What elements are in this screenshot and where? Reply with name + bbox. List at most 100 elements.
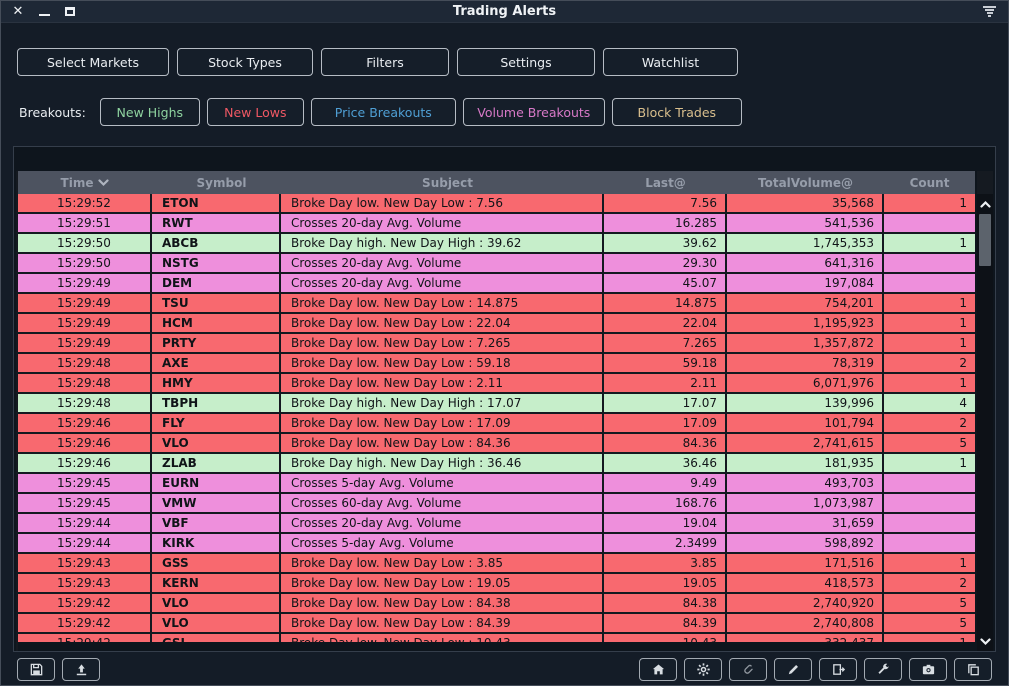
cell-volume: 418,573 (727, 574, 884, 592)
copy-button[interactable] (954, 658, 992, 681)
scroll-down-button[interactable] (977, 632, 993, 651)
cell-count (884, 254, 975, 272)
select-markets-button[interactable]: Select Markets (17, 48, 169, 76)
scroll-up-button[interactable] (977, 194, 993, 213)
pencil-icon (786, 662, 801, 677)
table-row[interactable]: 15:29:51 RWT Crosses 20-day Avg. Volume … (18, 214, 975, 234)
table-row[interactable]: 15:29:45 VMW Crosses 60-day Avg. Volume … (18, 494, 975, 514)
alerts-panel: Time Symbol Subject Last@ TotalVolume@ C… (13, 146, 996, 652)
cell-subject: Broke Day high. New Day High : 36.46 (281, 454, 604, 472)
cell-symbol: AXE (152, 354, 281, 372)
cell-last: 36.46 (604, 454, 727, 472)
table-row[interactable]: 15:29:44 VBF Crosses 20-day Avg. Volume … (18, 514, 975, 534)
attach-button[interactable] (729, 658, 767, 681)
table-row[interactable]: 15:29:50 ABCB Broke Day high. New Day Hi… (18, 234, 975, 254)
window-title: Trading Alerts (1, 4, 1008, 19)
home-button[interactable] (639, 658, 677, 681)
table-row[interactable]: 15:29:45 EURN Crosses 5-day Avg. Volume … (18, 474, 975, 494)
cell-count (884, 494, 975, 512)
vertical-scrollbar[interactable] (977, 171, 993, 651)
filter-menu-button[interactable] (981, 4, 998, 19)
cell-volume: 101,794 (727, 414, 884, 432)
upload-button[interactable] (62, 658, 100, 681)
cell-count: 1 (884, 314, 975, 332)
scrollbar-track[interactable] (977, 266, 993, 632)
cell-volume: 78,319 (727, 354, 884, 372)
screenshot-button[interactable] (909, 658, 947, 681)
column-header-last[interactable]: Last@ (604, 171, 727, 194)
cell-volume: 31,659 (727, 514, 884, 532)
cell-count: 2 (884, 354, 975, 372)
price-breakouts-button[interactable]: Price Breakouts (311, 98, 456, 126)
tools-button[interactable] (864, 658, 902, 681)
table-row[interactable]: 15:29:43 KERN Broke Day low. New Day Low… (18, 574, 975, 594)
cell-time: 15:29:42 (18, 634, 152, 642)
table-row[interactable]: 15:29:42 GSL Broke Day low. New Day Low … (18, 634, 975, 642)
table-row[interactable]: 15:29:52 ETON Broke Day low. New Day Low… (18, 194, 975, 214)
cell-volume: 181,935 (727, 454, 884, 472)
cell-time: 15:29:49 (18, 274, 152, 292)
copy-icon (966, 662, 981, 677)
cell-volume: 35,568 (727, 194, 884, 212)
save-button[interactable] (17, 658, 55, 681)
cell-last: 2.11 (604, 374, 727, 392)
stock-types-button[interactable]: Stock Types (177, 48, 313, 76)
cell-time: 15:29:48 (18, 394, 152, 412)
cell-count: 1 (884, 234, 975, 252)
new-lows-button[interactable]: New Lows (207, 98, 304, 126)
minimize-button[interactable] (37, 5, 51, 19)
upload-icon (74, 662, 89, 677)
table-row[interactable]: 15:29:46 FLY Broke Day low. New Day Low … (18, 414, 975, 434)
new-highs-button[interactable]: New Highs (100, 98, 200, 126)
column-header-subject[interactable]: Subject (281, 171, 604, 194)
edit-button[interactable] (774, 658, 812, 681)
table-row[interactable]: 15:29:46 ZLAB Broke Day high. New Day Hi… (18, 454, 975, 474)
cell-symbol: ABCB (152, 234, 281, 252)
cell-subject: Broke Day low. New Day Low : 59.18 (281, 354, 604, 372)
block-trades-button[interactable]: Block Trades (612, 98, 742, 126)
cell-last: 3.85 (604, 554, 727, 572)
scrollbar-thumb[interactable] (979, 214, 991, 266)
cell-last: 14.875 (604, 294, 727, 312)
cell-count: 2 (884, 414, 975, 432)
close-button[interactable]: ✕ (11, 5, 25, 19)
filters-button[interactable]: Filters (321, 48, 449, 76)
cell-count: 5 (884, 594, 975, 612)
cell-last: 19.04 (604, 514, 727, 532)
exit-icon (831, 662, 846, 677)
table-row[interactable]: 15:29:49 DEM Crosses 20-day Avg. Volume … (18, 274, 975, 294)
table-row[interactable]: 15:29:48 AXE Broke Day low. New Day Low … (18, 354, 975, 374)
cell-volume: 1,195,923 (727, 314, 884, 332)
export-button[interactable] (819, 658, 857, 681)
cell-time: 15:29:44 (18, 534, 152, 552)
column-header-symbol[interactable]: Symbol (152, 171, 281, 194)
cell-symbol: RWT (152, 214, 281, 232)
column-header-time[interactable]: Time (18, 171, 152, 194)
cell-last: 19.05 (604, 574, 727, 592)
table-row[interactable]: 15:29:50 NSTG Crosses 20-day Avg. Volume… (18, 254, 975, 274)
table-row[interactable]: 15:29:44 KIRK Crosses 5-day Avg. Volume … (18, 534, 975, 554)
table-row[interactable]: 15:29:49 PRTY Broke Day low. New Day Low… (18, 334, 975, 354)
column-header-totalvolume[interactable]: TotalVolume@ (727, 171, 884, 194)
table-row[interactable]: 15:29:49 TSU Broke Day low. New Day Low … (18, 294, 975, 314)
maximize-button[interactable] (63, 5, 77, 19)
watchlist-button[interactable]: Watchlist (603, 48, 738, 76)
table-row[interactable]: 15:29:48 HMY Broke Day low. New Day Low … (18, 374, 975, 394)
cell-time: 15:29:42 (18, 594, 152, 612)
table-row[interactable]: 15:29:43 GSS Broke Day low. New Day Low … (18, 554, 975, 574)
cell-time: 15:29:42 (18, 614, 152, 632)
volume-breakouts-button[interactable]: Volume Breakouts (463, 98, 605, 126)
gear-button[interactable] (684, 658, 722, 681)
settings-button[interactable]: Settings (457, 48, 595, 76)
cell-symbol: TSU (152, 294, 281, 312)
table-row[interactable]: 15:29:48 TBPH Broke Day high. New Day Hi… (18, 394, 975, 414)
table-row[interactable]: 15:29:42 VLO Broke Day low. New Day Low … (18, 614, 975, 634)
cell-subject: Broke Day low. New Day Low : 84.39 (281, 614, 604, 632)
table-row[interactable]: 15:29:49 HCM Broke Day low. New Day Low … (18, 314, 975, 334)
column-header-count[interactable]: Count (884, 171, 975, 194)
cell-symbol: GSS (152, 554, 281, 572)
table-row[interactable]: 15:29:42 VLO Broke Day low. New Day Low … (18, 594, 975, 614)
cell-time: 15:29:52 (18, 194, 152, 212)
table-row[interactable]: 15:29:46 VLO Broke Day low. New Day Low … (18, 434, 975, 454)
cell-count: 1 (884, 454, 975, 472)
